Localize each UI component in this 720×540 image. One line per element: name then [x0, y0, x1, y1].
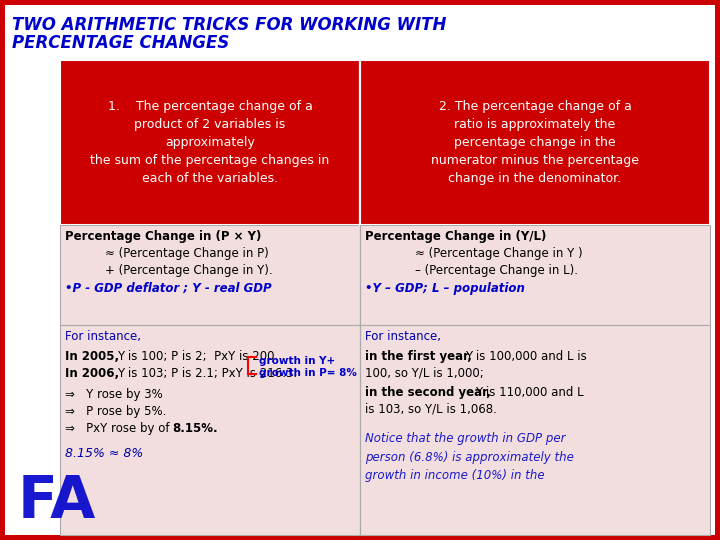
Bar	[60, 60, 360, 225]
Text: PERCENTAGE CHANGES: PERCENTAGE CHANGES	[12, 34, 230, 52]
Bar	[360, 225, 710, 325]
Bar	[60, 225, 360, 325]
Text: growth in Y+
growth in P= 8%: growth in Y+ growth in P= 8%	[259, 356, 357, 379]
Text: 8.15% ≈ 8%: 8.15% ≈ 8%	[65, 447, 143, 460]
Text: In 2005,: In 2005,	[65, 350, 119, 363]
Bar	[360, 325, 710, 535]
Text: For instance,: For instance,	[365, 330, 441, 343]
Text: Percentage Change in (Y/L): Percentage Change in (Y/L)	[365, 230, 546, 243]
Text: 1.    The percentage change of a
product of 2 variables is
approximately
the sum: 1. The percentage change of a product of…	[91, 100, 330, 185]
Text: 8.15%.: 8.15%.	[172, 422, 217, 435]
Text: ⇒   Y rose by 3%: ⇒ Y rose by 3%	[65, 388, 163, 401]
Text: Y is 103; P is 2.1; PxY is 216.3.: Y is 103; P is 2.1; PxY is 216.3.	[117, 367, 297, 380]
Text: Percentage Change in (P × Y): Percentage Change in (P × Y)	[65, 230, 261, 243]
Text: ⇒   P rose by 5%.: ⇒ P rose by 5%.	[65, 405, 166, 418]
Text: FA: FA	[18, 473, 96, 530]
Text: 2. The percentage change of a
ratio is approximately the
percentage change in th: 2. The percentage change of a ratio is a…	[431, 100, 639, 185]
Text: – (Percentage Change in L).: – (Percentage Change in L).	[415, 264, 578, 277]
Text: •Y – GDP; L – population: •Y – GDP; L – population	[365, 282, 525, 295]
Text: Notice that the growth in GDP per
person (6.8%) is approximately the
growth in i: Notice that the growth in GDP per person…	[365, 432, 574, 482]
Text: is 103, so Y/L is 1,068̇.: is 103, so Y/L is 1,068̇.	[365, 403, 497, 416]
Bar	[60, 325, 360, 535]
Text: Y is 100,000 and L is: Y is 100,000 and L is	[465, 350, 587, 363]
Text: TWO ARITHMETIC TRICKS FOR WORKING WITH: TWO ARITHMETIC TRICKS FOR WORKING WITH	[12, 16, 446, 34]
Text: in the second year,: in the second year,	[365, 386, 491, 399]
Text: + (Percentage Change in Y).: + (Percentage Change in Y).	[105, 264, 273, 277]
Text: ≈ (Percentage Change in Y ): ≈ (Percentage Change in Y )	[415, 247, 582, 260]
Text: 100, so Y/L is 1,000;: 100, so Y/L is 1,000;	[365, 367, 484, 380]
Text: ≈ (Percentage Change in P): ≈ (Percentage Change in P)	[105, 247, 269, 260]
Text: In 2006,: In 2006,	[65, 367, 119, 380]
Text: For instance,: For instance,	[65, 330, 141, 343]
Text: •P - GDP deflator ; Y - real GDP: •P - GDP deflator ; Y - real GDP	[65, 282, 271, 295]
Bar	[360, 60, 710, 225]
Text: Y is 100; P is 2;  PxY is 200.: Y is 100; P is 2; PxY is 200.	[117, 350, 278, 363]
Text: ⇒   PxY rose by of: ⇒ PxY rose by of	[65, 422, 174, 435]
Text: in the first year,: in the first year,	[365, 350, 472, 363]
Text: Y is 110,000 and L: Y is 110,000 and L	[475, 386, 584, 399]
